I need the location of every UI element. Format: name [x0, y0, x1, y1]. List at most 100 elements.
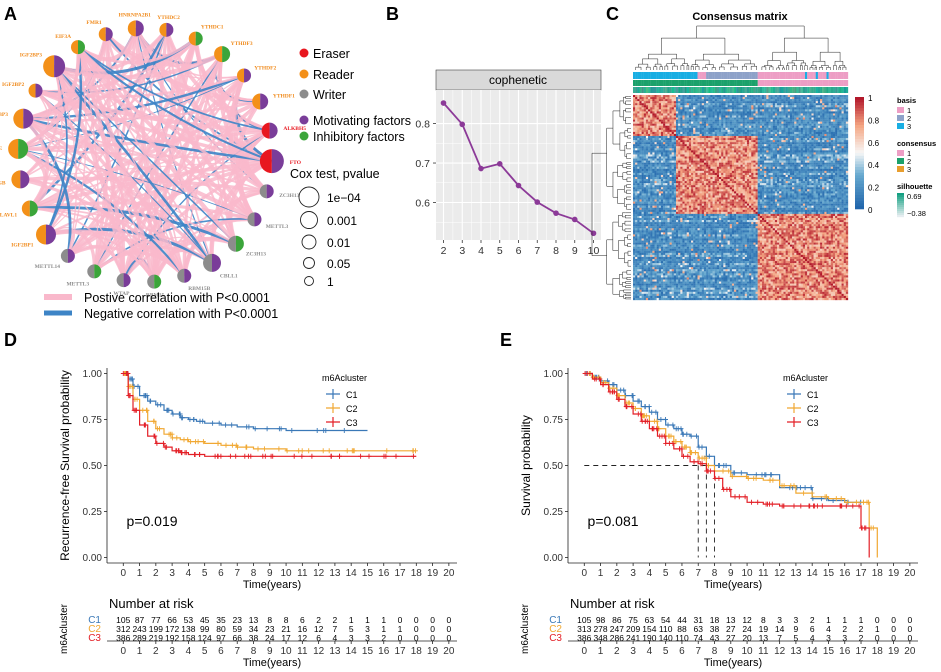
heatmap-cell — [645, 150, 649, 153]
heatmap-cell — [719, 111, 722, 114]
heatmap-cell — [764, 123, 767, 126]
heatmap-cell — [746, 152, 750, 155]
heatmap-cell — [781, 144, 784, 147]
heatmap-cell — [654, 121, 657, 124]
heatmap-cell — [691, 144, 694, 147]
heatmap-cell — [757, 156, 760, 159]
heatmap-cell — [712, 129, 715, 133]
heatmap-cell — [650, 131, 653, 135]
heatmap-cell — [648, 115, 651, 118]
heatmap-cell — [809, 129, 812, 133]
node-label: ELAVL1 — [0, 212, 17, 218]
heatmap-cell — [841, 107, 844, 110]
heatmap-cell — [710, 131, 713, 135]
heatmap-cell — [807, 150, 810, 153]
heatmap-cell — [671, 103, 674, 106]
heatmap-cell — [783, 146, 786, 149]
heatmap-cell — [759, 125, 763, 128]
silhouette-track-cell — [807, 87, 810, 93]
heatmap-cell — [811, 148, 814, 151]
consensus-track-cell — [656, 80, 659, 86]
heatmap-cell — [686, 119, 690, 122]
consensus-track-cell — [684, 80, 687, 86]
heatmap-cell — [721, 142, 724, 145]
heatmap-cell — [802, 148, 806, 151]
writer-legend-dot — [299, 89, 309, 99]
heatmap-cell — [712, 164, 715, 167]
heatmap-cell — [643, 125, 647, 128]
heatmap-cell — [635, 107, 638, 110]
heatmap-cell — [708, 111, 711, 114]
heatmap-cell — [656, 146, 659, 149]
heatmap-cell — [736, 115, 739, 118]
heatmap-cell — [843, 138, 846, 141]
heatmap-cell — [729, 138, 733, 141]
heatmap-cell — [820, 95, 823, 98]
heatmap-cell — [764, 160, 767, 163]
heatmap-cell — [734, 129, 737, 133]
heatmap-cell — [643, 119, 647, 122]
heatmap-cell — [757, 119, 760, 122]
heatmap-cell — [721, 115, 724, 118]
heatmap-cell — [736, 150, 739, 153]
heatmap-cell — [772, 123, 776, 126]
heatmap-cell — [658, 111, 662, 114]
heatmap-cell — [688, 133, 692, 137]
silhouette-track-cell — [770, 87, 773, 93]
silhouette-track-cell — [777, 87, 780, 93]
heatmap-cell — [772, 105, 776, 108]
heatmap-cell — [843, 95, 846, 98]
heatmap-cell — [669, 158, 672, 161]
heatmap-cell — [841, 158, 844, 161]
heatmap-cell — [691, 115, 694, 118]
heatmap-cell — [740, 111, 743, 114]
heatmap-cell — [678, 150, 681, 153]
consensus-track-cell — [725, 80, 728, 86]
heatmap-cell — [699, 125, 702, 128]
node-role-half — [70, 40, 78, 55]
heatmap-cell — [736, 129, 739, 133]
heatmap-cell — [766, 156, 769, 159]
heatmap-cell — [645, 121, 649, 124]
heatmap-cell — [738, 158, 741, 161]
node-ythdf2: YTHDF2 — [237, 65, 276, 83]
heatmap-cell — [693, 109, 696, 112]
heatmap-cell — [660, 115, 664, 118]
y-tick-label: 0.8 — [415, 119, 430, 131]
heatmap-cell — [650, 103, 653, 106]
heatmap-cell — [820, 136, 823, 139]
heatmap-cell — [660, 125, 664, 128]
heatmap-cell — [665, 148, 668, 151]
heatmap-cell — [762, 162, 765, 165]
heatmap-cell — [820, 111, 823, 114]
heatmap-cell — [654, 103, 657, 106]
heatmap-cell — [663, 97, 666, 100]
heatmap-cell — [650, 162, 653, 165]
heatmap-cell — [658, 168, 662, 171]
heatmap-cell — [740, 170, 743, 174]
heatmap-cell — [678, 156, 681, 159]
heatmap-cell — [639, 119, 642, 122]
heatmap-cell — [663, 109, 666, 112]
heatmap-cell — [820, 144, 823, 147]
heatmap-cell — [656, 156, 659, 159]
heatmap-cell — [768, 142, 771, 145]
heatmap-cell — [832, 117, 836, 120]
heatmap-cell — [639, 156, 642, 159]
heatmap-cell — [645, 113, 649, 116]
heatmap-cell — [654, 131, 657, 135]
heatmap-cell — [676, 119, 679, 122]
heatmap-cell — [633, 113, 636, 116]
heatmap-cell — [643, 166, 647, 169]
heatmap-cell — [731, 101, 735, 104]
heatmap-cell — [789, 105, 793, 108]
heatmap-cell — [839, 127, 842, 130]
heatmap-cell — [633, 103, 636, 106]
heatmap-cell — [826, 125, 829, 128]
heatmap-cell — [723, 140, 726, 143]
heatmap-cell — [680, 156, 683, 159]
heatmap-cell — [680, 136, 683, 139]
heatmap-cell — [719, 99, 722, 102]
heatmap-cell — [813, 144, 816, 147]
heatmap-cell — [725, 136, 728, 139]
